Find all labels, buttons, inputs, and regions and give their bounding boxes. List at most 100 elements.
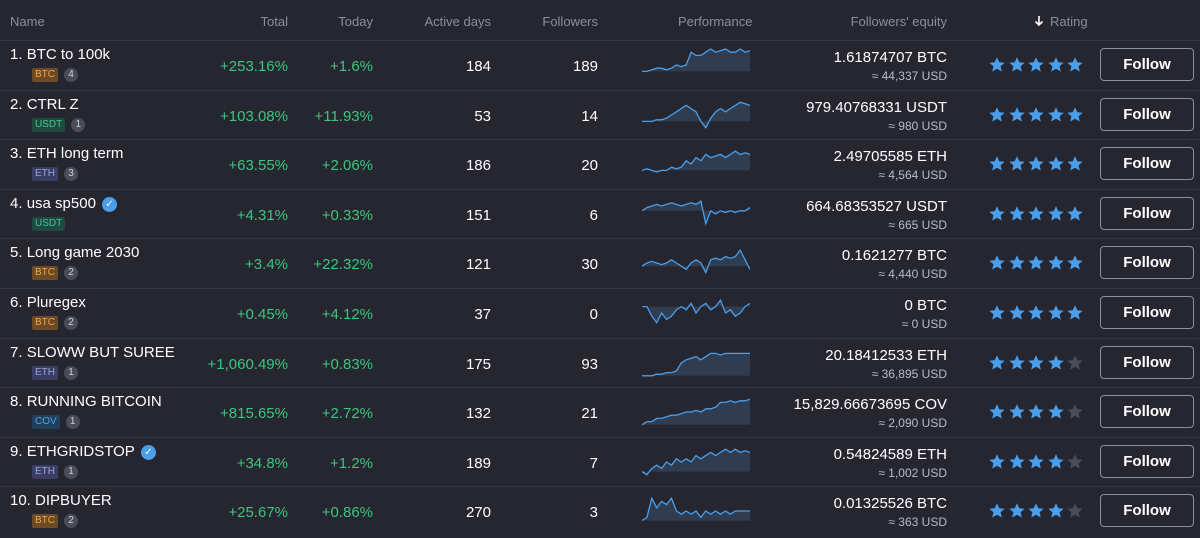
follow-button[interactable]: Follow: [1100, 395, 1194, 429]
header-followers-equity[interactable]: Followers' equity: [850, 14, 947, 29]
star-icon: [1047, 305, 1064, 320]
table-row[interactable]: 3. ETH long term ETH 3 +63.55% +2.06% 186 20 2.…: [0, 139, 1200, 190]
followers-count: 6: [589, 206, 598, 224]
strategy-tags: BTC 2: [32, 316, 78, 330]
table-row[interactable]: 7. SLOWW BUT SUREE ETH 1 +1,060.49% +0.83% 17…: [0, 337, 1200, 389]
followers-equity: 664.68353527 USDT: [806, 197, 947, 215]
sparkline-line: [642, 398, 750, 426]
star-icon: [989, 156, 1005, 171]
strategy-name[interactable]: Pluregex: [26, 294, 86, 311]
follow-button[interactable]: Follow: [1100, 246, 1194, 280]
followers-equity: 20.18412533 ETH: [825, 346, 947, 364]
header-name[interactable]: Name: [10, 14, 45, 29]
count-badge: 1: [64, 464, 78, 479]
followers-count: 189: [572, 58, 598, 75]
followers-count: 14: [581, 107, 598, 125]
strategy-name[interactable]: SLOWW BUT SUREE: [26, 343, 175, 361]
star-icon: [1028, 156, 1044, 171]
followers-equity: 0.1621277 BTC: [841, 247, 947, 265]
star-icon: [1067, 106, 1083, 122]
total-return: +1,060.49%: [207, 355, 289, 373]
strategy-name-cell: 4. usa sp500 ✓: [10, 195, 117, 212]
strategy-name[interactable]: Long game 2030: [26, 244, 140, 262]
star-icon: [1067, 354, 1083, 370]
follow-button[interactable]: Follow: [1100, 196, 1194, 230]
strategy-name[interactable]: DIPBUYER: [35, 492, 112, 510]
active-days: 186: [465, 157, 491, 175]
active-days: 175: [465, 355, 491, 373]
total-return: +103.08%: [220, 107, 288, 125]
table-row[interactable]: 1. BTC to 100k BTC 4 +253.16% +1.6% 184 189 1.6…: [0, 40, 1200, 91]
table-row[interactable]: 10. DIPBUYER BTC 2 +25.67% +0.86% 270 3 0.01325…: [0, 486, 1200, 537]
star-icon: [1008, 156, 1025, 171]
today-return: +1.2%: [330, 454, 373, 472]
strategy-name[interactable]: ETHGRIDSTOP: [26, 442, 135, 460]
header-today[interactable]: Today: [338, 14, 373, 29]
star-icon: [989, 503, 1005, 518]
header-followers[interactable]: Followers: [542, 14, 598, 29]
followers-count: 21: [581, 405, 598, 423]
table-row[interactable]: 9. ETHGRIDSTOP ✓ ETH 1 +34.8% +1.2% 189 7 0.5482…: [0, 436, 1200, 488]
coin-badge: USDT: [32, 117, 66, 132]
header-active-days[interactable]: Active days: [424, 14, 491, 29]
table-row[interactable]: 8. RUNNING BITCOIN COV 1 +815.65% +2.72% 132 2…: [0, 387, 1200, 438]
strategy-name[interactable]: CTRL Z: [26, 95, 79, 113]
sparkline-area: [642, 49, 750, 72]
star-icon: [1047, 453, 1064, 469]
star-icon: [1028, 106, 1044, 122]
table-row[interactable]: 5. Long game 2030 BTC 2 +3.4% +22.32% 121 30 0.…: [0, 238, 1200, 289]
sparkline-line: [642, 101, 750, 129]
strategy-name[interactable]: ETH long term: [26, 145, 124, 163]
coin-badge: USDT: [32, 216, 66, 231]
strategy-tags: USDT 1: [32, 117, 86, 132]
row-rank: 2.: [10, 95, 23, 113]
count-badge: 1: [64, 365, 78, 380]
star-icon: [989, 404, 1005, 419]
follow-button[interactable]: Follow: [1100, 494, 1194, 528]
followers-equity: 0.01325526 BTC: [833, 495, 947, 513]
total-return: +0.45%: [236, 306, 288, 323]
table-row[interactable]: 4. usa sp500 ✓ USDT +4.31% +0.33% 151 6 664.683…: [0, 188, 1200, 240]
strategy-name[interactable]: BTC to 100k: [26, 46, 111, 63]
star-icon: [1028, 305, 1044, 320]
follow-button[interactable]: Follow: [1100, 345, 1194, 379]
coin-badge: ETH: [32, 365, 58, 380]
sparkline-line: [642, 150, 750, 173]
row-rank: 4.: [10, 194, 23, 212]
rating-stars: [988, 453, 1086, 471]
table-row[interactable]: 6. Pluregex BTC 2 +0.45% +4.12% 37 0 0 BTC ≈ 0 U…: [0, 288, 1200, 339]
sparkline-area: [642, 352, 750, 376]
row-rank: 9.: [10, 442, 23, 460]
coin-badge: ETH: [32, 167, 58, 182]
star-icon: [1008, 354, 1025, 370]
rating-stars: [988, 354, 1086, 372]
count-badge: 2: [64, 266, 78, 281]
follow-button[interactable]: Follow: [1100, 296, 1194, 329]
followers-equity-usd: ≈ 363 USD: [888, 515, 947, 530]
performance-sparkline: [642, 352, 750, 377]
count-badge: 2: [64, 316, 78, 330]
strategy-tags: BTC 4: [32, 68, 78, 82]
today-return: +0.86%: [321, 504, 373, 522]
performance-sparkline: [642, 496, 750, 522]
star-icon: [1067, 205, 1083, 221]
follow-button[interactable]: Follow: [1100, 147, 1194, 181]
header-total[interactable]: Total: [260, 14, 288, 29]
header-rating[interactable]: Rating: [1034, 14, 1088, 29]
star-icon: [1067, 404, 1083, 419]
row-rank: 7.: [10, 343, 23, 361]
active-days: 184: [465, 58, 491, 75]
active-days: 270: [465, 504, 491, 522]
star-icon: [1028, 503, 1044, 518]
strategy-tags: ETH 3: [32, 167, 78, 182]
strategy-name[interactable]: usa sp500: [26, 194, 96, 212]
follow-button[interactable]: Follow: [1100, 444, 1194, 478]
follow-button[interactable]: Follow: [1100, 48, 1194, 81]
star-icon: [989, 205, 1005, 221]
followers-count: 93: [581, 355, 598, 373]
follow-button[interactable]: Follow: [1100, 97, 1194, 131]
star-icon: [1008, 205, 1025, 221]
table-row[interactable]: 2. CTRL Z USDT 1 +103.08% +11.93% 53 14 979.407…: [0, 89, 1200, 141]
strategy-name[interactable]: RUNNING BITCOIN: [26, 393, 162, 411]
followers-equity-usd: ≈ 2,090 USD: [878, 416, 947, 431]
